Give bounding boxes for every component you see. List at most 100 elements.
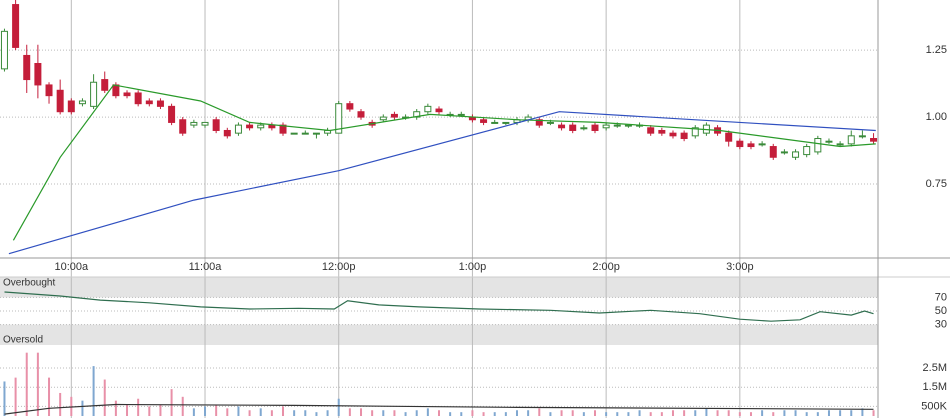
volume-bar (92, 366, 95, 416)
volume-bar (426, 408, 429, 416)
volume-bar (716, 410, 719, 416)
x-tick-label: 10:00a (54, 261, 89, 273)
candle-body (858, 135, 866, 138)
candle-body (145, 100, 153, 105)
candle-body (45, 84, 53, 97)
y-tick-label: 50 (935, 305, 947, 317)
candle-body (279, 124, 287, 134)
candle-body (658, 129, 666, 134)
candle-body (814, 138, 822, 153)
candle-body (435, 108, 443, 113)
volume-bar (237, 406, 240, 416)
volume-bar (749, 412, 752, 416)
volume-bar (181, 396, 184, 416)
candle-body (569, 124, 577, 131)
candle-body (268, 124, 276, 129)
candle-body (223, 129, 231, 137)
volume-bar (360, 408, 363, 416)
candle-body (335, 103, 343, 134)
candle-body (803, 146, 811, 156)
candle-body (12, 4, 20, 48)
volume-bar (348, 408, 351, 416)
candle-body (201, 121, 209, 126)
volume-bar (705, 408, 708, 416)
candle-body (669, 132, 677, 137)
x-tick-label: 12:00p (322, 261, 356, 273)
candle-body (792, 151, 800, 158)
volume-bar (861, 408, 864, 416)
volume-bar (538, 408, 541, 416)
x-tick-label: 11:00a (189, 261, 223, 273)
volume-bar (515, 410, 518, 416)
volume-bar (449, 412, 452, 416)
candle-body (101, 79, 109, 91)
candle-body (836, 143, 844, 146)
candle-body (847, 135, 855, 145)
candle-body (558, 124, 566, 129)
volume-bar (248, 410, 251, 416)
y-tick-label: 1.00 (926, 111, 947, 123)
zone-label: Oversold (3, 335, 43, 346)
y-tick-label: 2.5M (923, 362, 947, 374)
candle-body (825, 140, 833, 143)
volume-bar (36, 352, 39, 416)
zone-band (0, 277, 878, 298)
volume-bar (293, 410, 296, 416)
candle-body (234, 124, 242, 134)
candle-body (580, 127, 588, 130)
volume-bar (226, 408, 229, 416)
volume-bar (393, 410, 396, 416)
volume-bar (872, 410, 875, 416)
y-tick-label: 70 (935, 291, 947, 303)
volume-bar (560, 410, 563, 416)
candle-body (535, 119, 543, 126)
volume-bar (694, 410, 697, 416)
volume-bar (772, 412, 775, 416)
volume-bar (671, 410, 674, 416)
candle-body (379, 116, 387, 121)
candle-body (870, 138, 878, 142)
volume-bar (783, 410, 786, 416)
volume-bar (649, 412, 652, 416)
volume-bar (337, 398, 340, 416)
candle-body (613, 124, 621, 127)
candle-body (780, 151, 788, 154)
zone-band (0, 324, 878, 345)
candle-body (502, 121, 510, 124)
candle-body (0, 30, 8, 70)
volume-bar (192, 408, 195, 416)
candle-body (602, 124, 610, 129)
volume-bar (727, 410, 730, 416)
candle-body (691, 127, 699, 137)
volume-bar (582, 412, 585, 416)
volume-bar (571, 410, 574, 416)
candle-body (736, 140, 744, 148)
candle-body (680, 132, 688, 140)
candle-body (179, 119, 187, 134)
volume-bar (282, 406, 285, 416)
candle-body (257, 124, 265, 129)
volume-bar (404, 412, 407, 416)
volume-bar (371, 410, 374, 416)
y-tick-label: 0.75 (926, 178, 947, 190)
candle-body (290, 132, 298, 135)
candle-body (390, 113, 398, 118)
volume-average (4, 403, 874, 415)
volume-bar (114, 400, 117, 416)
candle-body (725, 132, 733, 142)
volume-bar (827, 410, 830, 416)
volume-bar (549, 412, 552, 416)
candle-body (134, 92, 142, 105)
volume-bar (660, 412, 663, 416)
x-tick-label: 1:00p (459, 261, 487, 273)
candle-body (312, 132, 320, 135)
volume-bar (471, 410, 474, 416)
candle-body (480, 119, 488, 123)
candle-body (546, 121, 554, 124)
y-tick-label: 1.25 (926, 44, 947, 56)
volume-bar (304, 410, 307, 416)
volume-bar (159, 404, 162, 416)
candle-body (457, 113, 465, 116)
